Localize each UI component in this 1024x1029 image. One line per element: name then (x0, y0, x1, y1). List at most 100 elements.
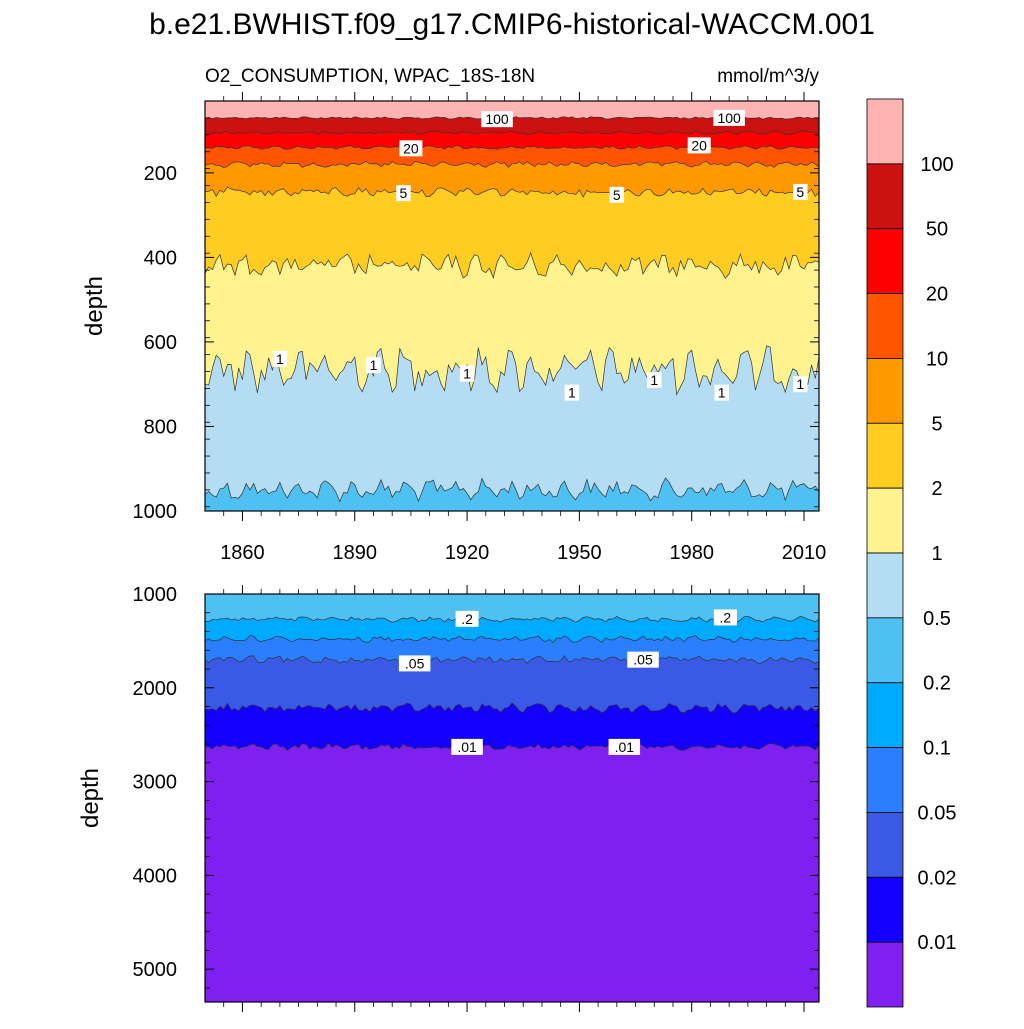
colorbar-box (866, 487, 904, 554)
contour-label-text: .05 (405, 655, 425, 671)
contour-line-0p5 (204, 477, 820, 503)
y-tick-label: 4000 (133, 865, 178, 887)
contour-line-20 (204, 145, 820, 150)
colorbar-level-label: 0.02 (918, 867, 957, 889)
contour-band-100 (205, 101, 819, 120)
colorbar-level-label: 100 (920, 154, 953, 176)
y-tick-label: 1000 (133, 501, 178, 523)
contour-label-text: 1 (463, 366, 471, 382)
contour-label-text: .2 (720, 609, 732, 625)
colorbar-level-label: 2 (931, 478, 942, 500)
lower-panel-contour-labels: .2 .2 .05 .05 .01 .01 (398, 609, 737, 755)
contour-label-text: 100 (717, 110, 741, 126)
y-tick-label: 600 (144, 332, 177, 354)
colorbar-level-label: 5 (931, 413, 942, 435)
lower-panel-y-axis-label: depth (77, 768, 104, 828)
contour-label: .2 (455, 610, 479, 627)
x-tick-label: 1860 (220, 542, 265, 564)
upper-panel-contour-labels: 100 100 20 20 5 5 5 1 1 1 1 1 1 1 (272, 109, 808, 401)
colorbar-level-label: 1 (931, 543, 942, 565)
upper-panel-left-label: O2_CONSUMPTION, WPAC_18S-18N (205, 66, 535, 87)
colorbar-box (866, 552, 904, 619)
lower-panel: depth .2 .2 .05 .05 .01 .01 1000 2000 3000 4000 5… (77, 584, 820, 1012)
contour-label: 100 (713, 109, 745, 126)
contour-line-10 (204, 160, 820, 168)
contour-label-text: .2 (461, 611, 473, 627)
colorbar-level-label: 0.05 (918, 802, 957, 824)
x-tick-label: 1950 (557, 542, 602, 564)
contour-label: 100 (481, 111, 513, 128)
contour-label: 1 (459, 365, 475, 382)
contour-label: .01 (608, 738, 641, 755)
contour-label-text: 1 (276, 351, 284, 367)
y-tick-label: 200 (144, 163, 177, 185)
colorbar-level-label: 20 (926, 284, 948, 306)
y-tick-label: 5000 (133, 959, 178, 981)
figure-title: b.e21.BWHIST.f09_g17.CMIP6-historical-WA… (149, 8, 875, 41)
contour-label: .05 (627, 651, 659, 668)
contour-label-text: 1 (568, 385, 576, 401)
upper-panel-fills (205, 101, 819, 511)
contour-label: 20 (687, 137, 711, 154)
upper-panel-units-label: mmol/m^3/y (717, 66, 819, 87)
colorbar: 100 50 20 10 5 2 1 0.5 0.2 0.1 0.05 0.02 0.01 (866, 98, 957, 1008)
upper-panel-axes: 200 400 600 800 1000 1860 1890 1920 1950 1980 2010 (133, 92, 827, 564)
contour-label-text: 20 (403, 140, 419, 156)
lower-panel-fills (205, 594, 819, 1002)
contour-line-2 (204, 251, 820, 279)
contour-label: .05 (398, 655, 431, 672)
contour-line-0p1 (204, 634, 820, 643)
colorbar-box (866, 682, 904, 748)
lower-panel-contour-lines (204, 615, 820, 751)
colorbar-box (866, 228, 904, 294)
lower-panel-axes: 1000 2000 3000 4000 5000 (133, 584, 819, 1012)
contour-label: 5 (609, 186, 625, 203)
contour-label: 1 (366, 357, 381, 374)
contour-line-50 (204, 130, 820, 136)
y-tick-label: 1000 (133, 584, 178, 606)
colorbar-box (866, 941, 904, 1008)
colorbar-box (866, 812, 904, 878)
colorbar-box (866, 747, 904, 813)
contour-label-text: .05 (633, 652, 653, 668)
contour-line-5 (204, 186, 820, 198)
colorbar-level-label: 0.2 (923, 673, 951, 695)
colorbar-box (866, 293, 904, 359)
contour-label-text: 5 (796, 184, 804, 200)
contour-line-0p05 (204, 655, 820, 665)
contour-label-text: 100 (485, 111, 509, 127)
colorbar-level-label: 0.1 (923, 738, 951, 760)
colorbar-box (866, 617, 904, 684)
y-tick-label: 2000 (133, 678, 178, 700)
y-tick-label: 800 (144, 416, 177, 438)
y-tick-label: 400 (144, 247, 177, 269)
upper-panel: O2_CONSUMPTION, WPAC_18S-18N mmol/m^3/y … (81, 66, 826, 564)
x-tick-label: 2010 (782, 542, 827, 564)
colorbar-box (866, 98, 904, 165)
contour-line-0p01 (204, 742, 820, 751)
contour-label-text: .01 (615, 739, 635, 755)
contour-label-text: 1 (796, 376, 804, 392)
contour-label: 5 (793, 183, 808, 200)
contour-label: 1 (714, 384, 729, 401)
colorbar-level-label: 0.5 (923, 608, 951, 630)
contour-line-0p02 (204, 702, 820, 714)
contour-label: .2 (713, 609, 737, 626)
contour-label: 1 (647, 371, 662, 388)
colorbar-box (866, 358, 904, 424)
colorbar-box (866, 876, 904, 943)
upper-panel-y-axis-label: depth (81, 276, 108, 336)
colorbar-level-label: 50 (926, 219, 948, 241)
x-tick-label: 1920 (445, 542, 490, 564)
y-tick-label: 3000 (133, 772, 178, 794)
contour-label-text: 1 (370, 357, 378, 373)
contour-label-text: .01 (457, 739, 477, 755)
x-tick-label: 1890 (333, 542, 378, 564)
contour-label-text: 5 (613, 187, 621, 203)
contour-label-text: 20 (691, 137, 707, 153)
lower-panel-frame (204, 593, 820, 1003)
colorbar-box (866, 422, 904, 489)
contour-label-text: 5 (400, 185, 408, 201)
contour-label-text: 1 (650, 372, 658, 388)
